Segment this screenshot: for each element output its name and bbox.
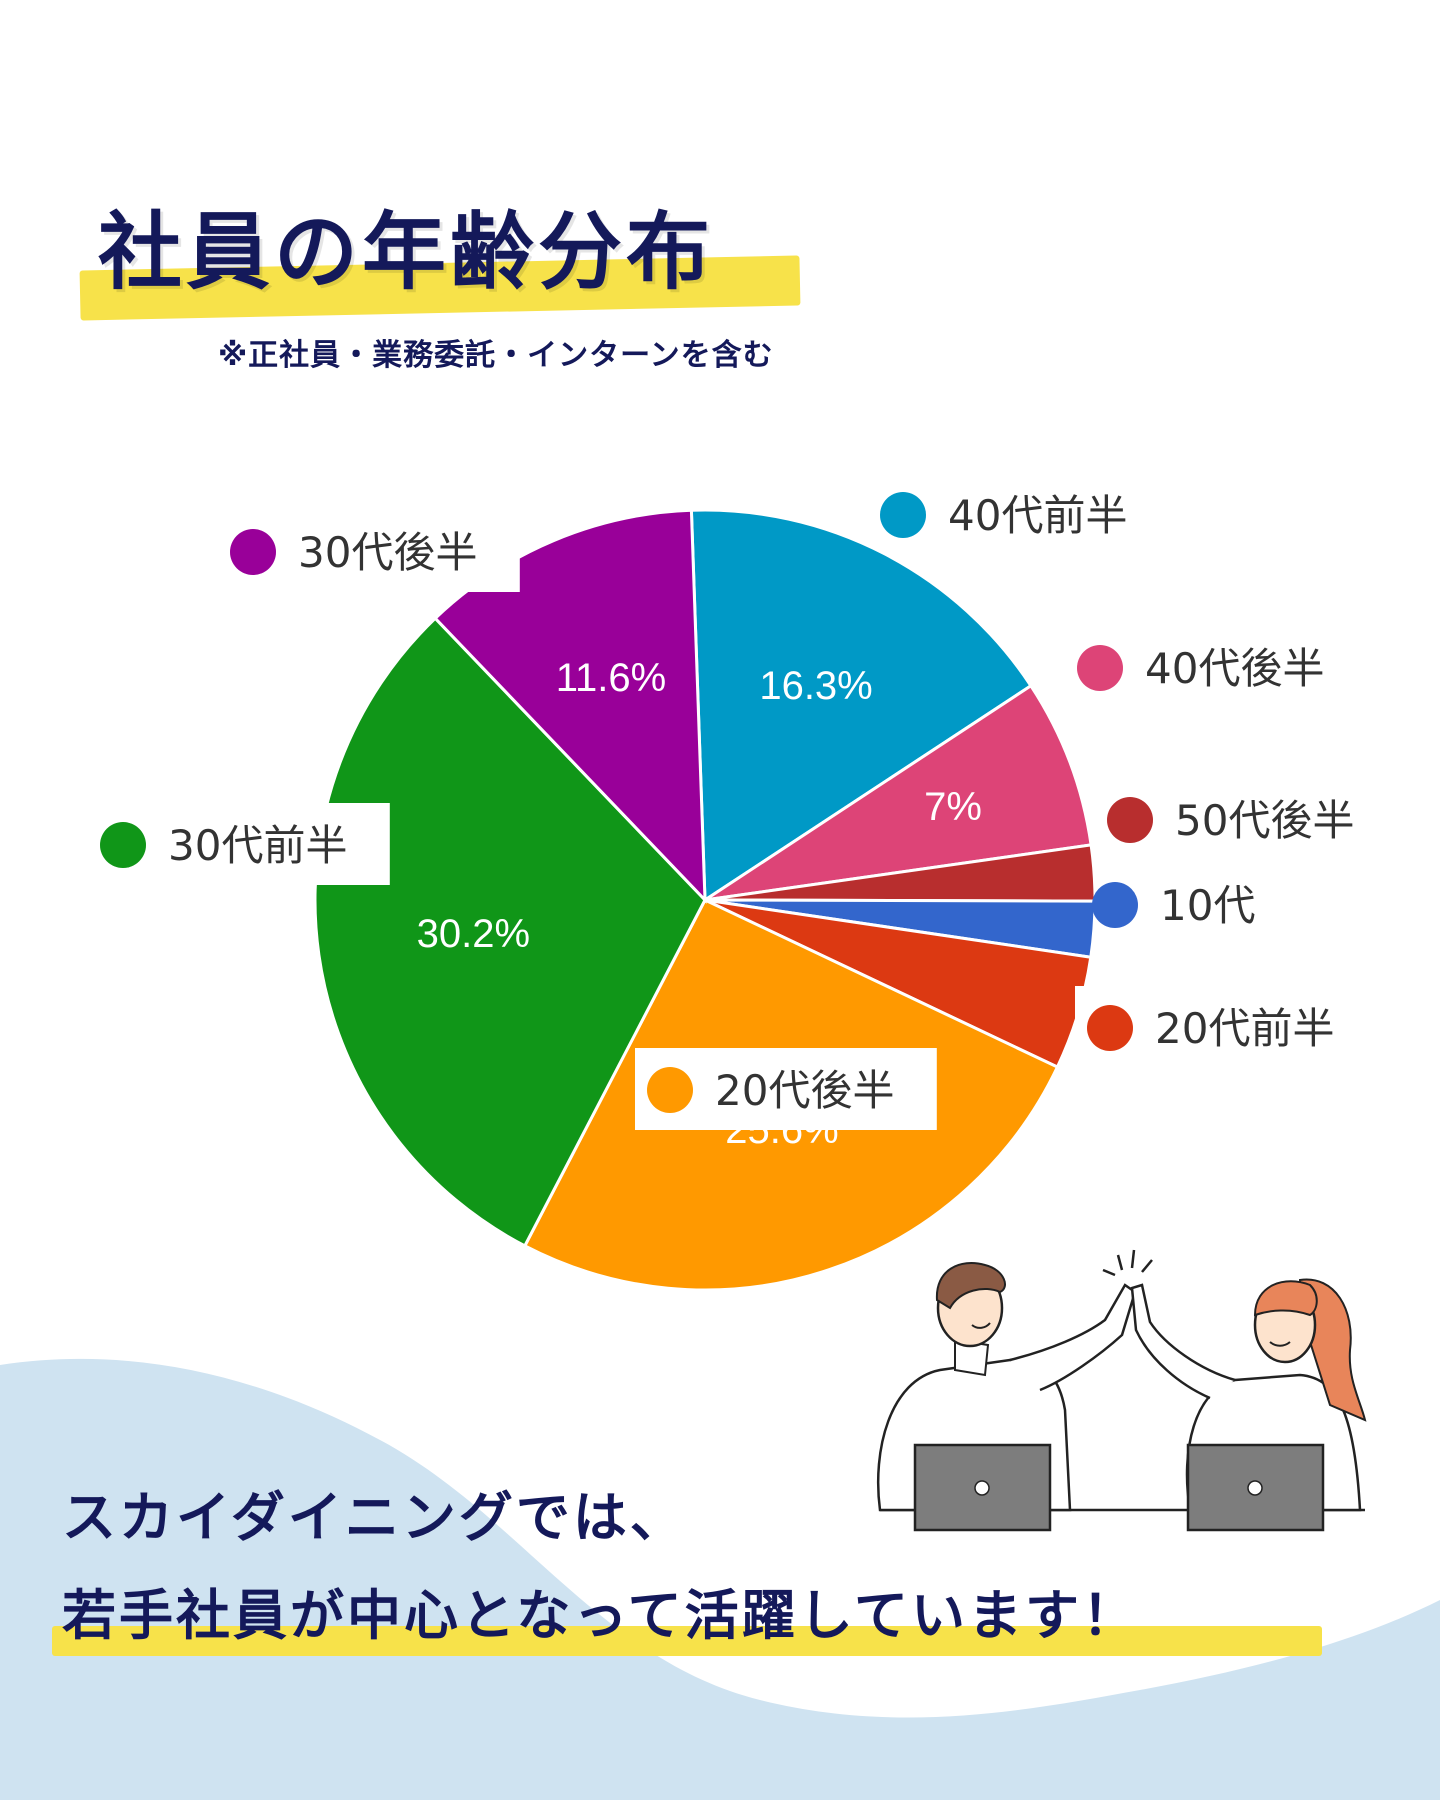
footer-line-1: スカイダイニングでは、 [62,1486,687,1549]
legend-swatch [230,529,276,575]
legend-item: 30代前半 [88,803,390,885]
legend-item: 50代後半 [1107,796,1354,845]
pie-percent-label: 7% [924,785,982,829]
legend-swatch [880,492,926,538]
pie-percent-labels: 16.3%7%25.6%30.2%11.6% [417,656,982,1152]
legend-item: 20代前半 [1075,986,1377,1068]
legend-swatch [1092,882,1138,928]
high-five-illustration [876,1249,1367,1532]
legend-swatch [1087,1005,1133,1051]
page-title: 社員の年齢分布 [98,203,715,301]
pie-legend: 40代前半 40代後半 50代後半 10代 20代前半 20代後半 30代前半 30代後半 [88,491,1377,1130]
legend-item: 40代後半 [1077,644,1324,693]
legend-label: 30代前半 [168,821,347,870]
legend-swatch [100,822,146,868]
pie-percent-label: 11.6% [556,656,666,700]
legend-swatch [1077,645,1123,691]
legend-label: 20代後半 [715,1066,894,1115]
legend-swatch [1107,797,1153,843]
footer-message: スカイダイニングでは、 若手社員が中心となって活躍しています！ [52,1478,1322,1656]
pie-slice-7 [313,616,707,1248]
pie-percent-label: 16.3% [759,664,872,708]
legend-item: 40代前半 [880,491,1127,540]
legend-label: 40代後半 [1145,644,1324,693]
footer-line-2: 若手社員が中心となって活躍しています！ [52,1576,1322,1656]
pie-slice-2 [704,683,1093,902]
pie-percent-label: 30.2% [417,912,530,956]
legend-swatch [647,1067,693,1113]
title-block: 社員の年齢分布 [79,185,810,325]
pie-slice-8 [433,508,707,904]
page-subtitle: ※正社員・業務委託・インターンを含む [218,338,774,373]
legend-item: 30代後半 [218,510,520,592]
legend-item: 10代 [1092,881,1255,930]
pie-slices [313,508,1097,1292]
legend-label: 30代後半 [298,528,477,577]
footer-line-2-text: 若手社員が中心となって活躍しています！ [62,1584,1140,1647]
legend-label: 20代前半 [1155,1004,1334,1053]
legend-label: 40代前半 [948,491,1127,540]
legend-label: 50代後半 [1175,796,1354,845]
legend-item: 20代後半 [635,1048,937,1130]
pie-slice-1 [689,508,1033,903]
legend-label: 10代 [1160,881,1255,930]
